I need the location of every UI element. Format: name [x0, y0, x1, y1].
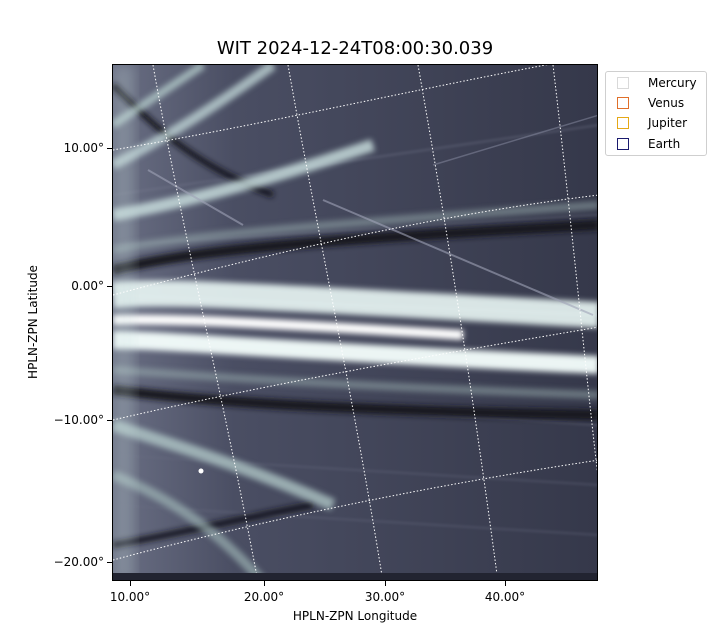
image-plot-area[interactable]: [112, 64, 598, 581]
y-tickmark: [107, 562, 112, 563]
x-tick-label: 10.00°: [109, 590, 151, 604]
x-tickmark: [130, 581, 131, 586]
y-tick-label: −20.00°: [53, 555, 104, 569]
legend-item-earth: Earth: [617, 136, 680, 152]
legend-label: Mercury: [648, 76, 697, 90]
y-tick-label: 0.00°: [71, 279, 104, 293]
legend-swatch: [617, 138, 629, 150]
y-tickmark: [107, 286, 112, 287]
legend-label: Venus: [648, 96, 685, 110]
x-axis-label: HPLN-ZPN Longitude: [292, 609, 418, 623]
legend-swatch: [617, 117, 629, 129]
legend-label: Jupiter: [648, 116, 688, 130]
x-tick-label: 40.00°: [484, 590, 526, 604]
x-tickmark: [505, 581, 506, 586]
legend-item-venus: Venus: [617, 95, 684, 111]
x-tick-label: 20.00°: [243, 590, 285, 604]
x-tick-label: 30.00°: [364, 590, 406, 604]
bright-point: [198, 468, 204, 474]
y-axis-label: HPLN-ZPN Latitude: [26, 265, 40, 379]
legend-item-jupiter: Jupiter: [617, 115, 687, 131]
y-tickmark: [107, 148, 112, 149]
bottom-edge: [113, 573, 597, 580]
legend-swatch: [617, 77, 629, 89]
coordinate-grid: [113, 65, 597, 580]
y-tick-label: 10.00°: [63, 141, 104, 155]
figure-title: WIT 2024-12-24T08:00:30.039: [216, 38, 494, 59]
y-tick-label: −10.00°: [53, 413, 104, 427]
legend-label: Earth: [648, 137, 681, 151]
x-tickmark: [385, 581, 386, 586]
x-tickmark: [264, 581, 265, 586]
legend-swatch: [617, 97, 629, 109]
solar-wind-image: [113, 65, 597, 580]
edge-glow: [113, 65, 135, 580]
legend-item-mercury: Mercury: [617, 75, 697, 91]
bright-streamers: [113, 65, 597, 580]
legend: Mercury Venus Jupiter Earth: [605, 71, 707, 156]
y-tickmark: [107, 420, 112, 421]
trail-artifacts: [147, 114, 597, 316]
